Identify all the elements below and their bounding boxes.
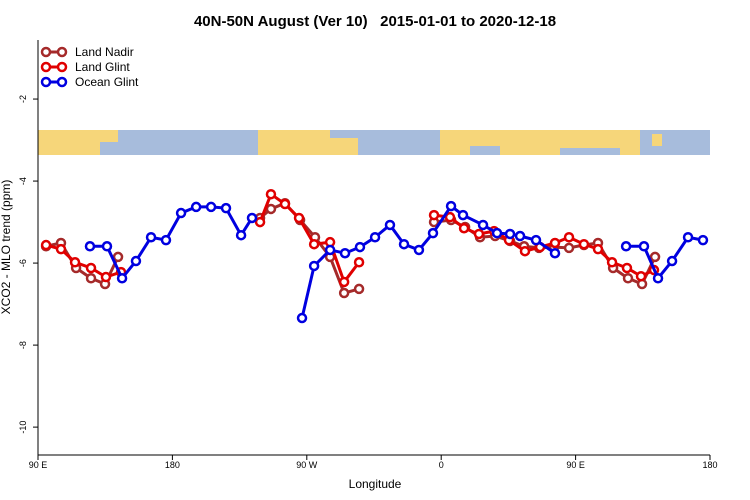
- point: [339, 247, 351, 259]
- y-tick-label: -4: [18, 177, 28, 185]
- point: [563, 242, 575, 254]
- y-tick-label: -10: [18, 421, 28, 434]
- point: [682, 231, 694, 243]
- point: [666, 255, 678, 267]
- point: [354, 241, 366, 253]
- legend-marker: [40, 61, 52, 73]
- point: [563, 231, 575, 243]
- legend-marker: [40, 46, 52, 58]
- legend-marker: [56, 76, 68, 88]
- point: [427, 227, 439, 239]
- point: [338, 287, 350, 299]
- legend-marker: [40, 76, 52, 88]
- point: [190, 201, 202, 213]
- point: [413, 244, 425, 256]
- y-tick-label: -2: [18, 95, 28, 103]
- point: [116, 273, 128, 284]
- point: [504, 228, 516, 240]
- point: [621, 262, 633, 274]
- point: [578, 238, 590, 250]
- point: [369, 231, 381, 243]
- chart-title: 40N-50N August (Ver 10) 2015-01-01 to 20…: [194, 13, 556, 30]
- point: [635, 270, 647, 282]
- point: [458, 222, 470, 234]
- point: [55, 243, 67, 255]
- point: [549, 247, 561, 259]
- point: [160, 234, 172, 246]
- point: [296, 312, 308, 324]
- point: [638, 241, 650, 252]
- point: [549, 237, 561, 249]
- point: [514, 230, 526, 242]
- point: [384, 219, 396, 231]
- point: [324, 244, 336, 256]
- point: [175, 207, 187, 219]
- point: [606, 257, 618, 268]
- point: [85, 273, 97, 284]
- point: [69, 257, 81, 268]
- series-line: [45, 191, 655, 286]
- point: [620, 241, 632, 252]
- point: [101, 241, 113, 252]
- legend-label: Land Glint: [75, 60, 130, 74]
- point: [353, 257, 365, 268]
- x-axis-label: Longitude: [349, 477, 402, 491]
- point: [445, 200, 457, 212]
- point: [592, 243, 604, 255]
- series-line: [45, 201, 657, 295]
- point: [220, 202, 232, 214]
- point: [145, 231, 157, 243]
- point: [622, 273, 634, 284]
- point: [491, 227, 503, 239]
- y-tick-label: -6: [18, 259, 28, 267]
- point: [444, 211, 456, 223]
- point: [112, 251, 124, 263]
- point: [697, 234, 709, 246]
- point: [205, 201, 217, 213]
- point: [130, 255, 142, 267]
- point: [279, 198, 291, 210]
- point: [338, 276, 350, 288]
- point: [40, 239, 52, 251]
- point: [649, 251, 661, 263]
- point: [308, 260, 320, 272]
- point: [265, 188, 277, 200]
- legend-label: Land Nadir: [75, 45, 134, 59]
- legend-marker: [56, 46, 68, 58]
- x-tick-label: 90 E: [29, 460, 48, 470]
- legend-marker: [56, 61, 68, 73]
- point: [84, 241, 96, 252]
- point: [246, 212, 258, 224]
- map-strip: [38, 130, 710, 155]
- point: [398, 238, 410, 250]
- y-axis-label: XCO2 - MLO trend (ppm): [0, 180, 13, 315]
- x-tick-label: 180: [702, 460, 717, 470]
- point: [100, 271, 112, 283]
- point: [428, 209, 440, 221]
- point: [530, 234, 542, 246]
- x-tick-label: 180: [165, 460, 180, 470]
- x-tick-label: 90 E: [566, 460, 585, 470]
- point: [308, 238, 320, 250]
- point: [265, 203, 277, 215]
- point: [235, 229, 247, 241]
- y-tick-label: -8: [18, 341, 28, 349]
- point: [457, 209, 469, 221]
- point: [85, 262, 97, 274]
- point: [473, 228, 485, 240]
- point: [477, 219, 489, 231]
- point: [293, 212, 305, 224]
- point: [353, 283, 365, 295]
- x-tick-label: 90 W: [296, 460, 318, 470]
- x-tick-label: 0: [439, 460, 444, 470]
- legend-label: Ocean Glint: [75, 75, 139, 89]
- point: [519, 245, 531, 257]
- point: [652, 273, 664, 284]
- point: [254, 216, 266, 228]
